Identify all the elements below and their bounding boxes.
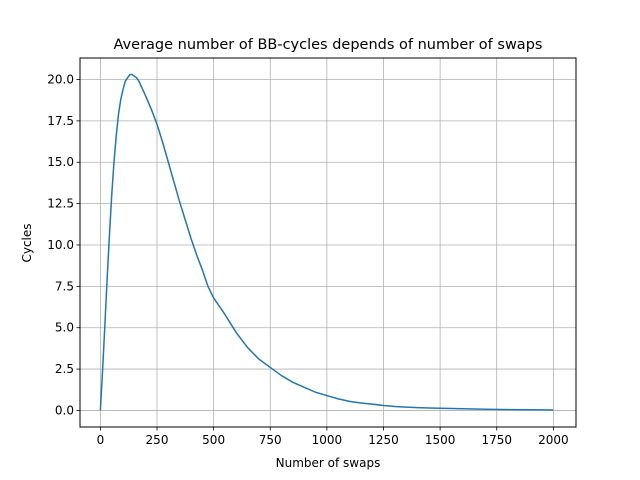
x-tick-label: 1250 xyxy=(368,433,399,447)
y-tick-label: 10.0 xyxy=(47,238,74,252)
x-axis-label: Number of swaps xyxy=(276,456,381,470)
ticks: 0 250 500 750 1000 1250 1500 1750 2000 0.0 2.5 5.0 7… xyxy=(47,73,568,447)
grid xyxy=(80,58,576,427)
x-tick-label: 500 xyxy=(202,433,225,447)
y-tick-label: 5.0 xyxy=(55,321,74,335)
x-tick-label: 1500 xyxy=(425,433,456,447)
y-tick-label: 17.5 xyxy=(47,114,74,128)
y-tick-label: 2.5 xyxy=(55,362,74,376)
y-tick-label: 15.0 xyxy=(47,155,74,169)
plot-frame xyxy=(79,57,577,428)
x-tick-label: 1750 xyxy=(481,433,512,447)
x-tick-label: 0 xyxy=(97,433,105,447)
chart-title: Average number of BB-cycles depends of n… xyxy=(114,37,543,53)
series-layer xyxy=(99,73,554,411)
x-tick-label: 2000 xyxy=(538,433,569,447)
y-tick-label: 12.5 xyxy=(47,197,74,211)
series-line xyxy=(99,73,554,411)
y-tick-label: 20.0 xyxy=(47,73,74,87)
y-tick-label: 0.0 xyxy=(55,403,74,417)
y-axis-label: Cycles xyxy=(20,223,34,262)
x-tick-label: 1000 xyxy=(312,433,343,447)
x-tick-label: 250 xyxy=(146,433,169,447)
x-tick-label: 750 xyxy=(259,433,282,447)
y-tick-label: 7.5 xyxy=(55,279,74,293)
